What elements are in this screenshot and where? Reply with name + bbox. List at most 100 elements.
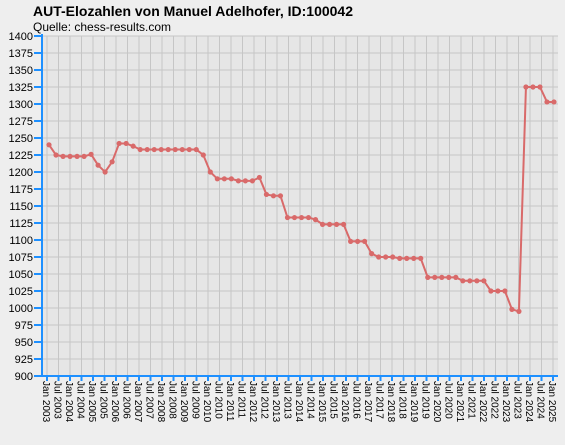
x-tick-label: Jan 2018: [385, 381, 396, 423]
y-tick-label: 1000: [9, 303, 33, 315]
data-point: [137, 146, 143, 153]
x-tick-label: Jan 2016: [339, 381, 350, 423]
data-point: [235, 178, 241, 184]
x-tick-label: Jul 2003: [52, 381, 63, 419]
data-point: [488, 288, 494, 294]
x-tick-label: Jul 2009: [190, 381, 201, 419]
data-point: [53, 152, 59, 158]
data-point: [390, 254, 396, 260]
data-point: [355, 238, 361, 244]
data-point: [404, 255, 410, 261]
y-tick-label: 1025: [9, 286, 33, 298]
data-point: [460, 278, 466, 284]
data-point: [411, 255, 417, 261]
x-tick-label: Jan 2006: [109, 381, 120, 423]
x-tick-label: Jul 2023: [512, 381, 523, 419]
x-tick-label: Jul 2014: [305, 381, 316, 419]
data-point: [291, 214, 298, 221]
data-point: [88, 151, 94, 157]
data-point: [277, 193, 284, 199]
x-tick-label: Jul 2022: [489, 381, 500, 419]
data-point: [186, 146, 192, 153]
data-point: [172, 146, 178, 153]
data-point: [326, 221, 333, 227]
x-tick-label: Jan 2009: [178, 381, 189, 423]
data-point: [474, 278, 480, 284]
data-point: [340, 221, 347, 227]
x-tick-label: Jan 2020: [431, 381, 442, 423]
data-point: [312, 217, 319, 223]
x-tick-label: Jul 2024: [535, 381, 546, 419]
x-tick-label: Jan 2013: [270, 381, 281, 423]
data-point: [305, 214, 312, 221]
data-point: [263, 191, 270, 198]
data-point: [158, 146, 164, 153]
data-point: [376, 254, 382, 260]
x-tick-label: Jul 2013: [282, 381, 293, 419]
x-tick-label: Jul 2015: [328, 381, 339, 419]
data-point: [397, 255, 403, 261]
x-tick-label: Jan 2019: [408, 381, 419, 423]
x-tick-label: Jul 2016: [351, 381, 362, 419]
data-point: [439, 274, 445, 280]
y-tick-label: 1375: [9, 48, 33, 60]
data-point: [81, 153, 87, 159]
data-point: [481, 278, 487, 284]
y-tick-label: 1175: [9, 184, 33, 196]
data-point: [60, 153, 66, 159]
data-point: [347, 238, 354, 244]
x-tick-label: Jul 2020: [443, 381, 454, 419]
data-point: [446, 274, 452, 280]
x-tick-label: Jan 2007: [132, 381, 143, 423]
data-point: [284, 214, 291, 221]
y-tick-label: 900: [15, 371, 33, 383]
data-point: [109, 159, 115, 165]
data-point: [256, 174, 263, 181]
x-tick-label: Jan 2021: [454, 381, 465, 423]
x-tick-label: Jul 2012: [259, 381, 270, 419]
data-point: [165, 146, 171, 153]
x-tick-label: Jan 2003: [40, 381, 51, 423]
y-tick-label: 1250: [9, 133, 33, 145]
y-tick-label: 1125: [9, 218, 33, 230]
data-point: [242, 178, 248, 184]
data-point: [179, 146, 185, 153]
x-tick-label: Jul 2017: [374, 381, 385, 419]
x-tick-label: Jan 2022: [477, 381, 488, 423]
data-point: [67, 153, 73, 159]
chart-subtitle: Quelle: chess-results.com: [33, 20, 171, 34]
data-point: [151, 146, 157, 153]
data-point: [130, 143, 136, 149]
data-point: [46, 142, 52, 148]
x-tick-label: Jan 2015: [316, 381, 327, 423]
y-tick-label: 1300: [9, 99, 33, 111]
data-point: [362, 238, 368, 244]
y-tick-label: 1325: [9, 82, 33, 94]
y-tick-label: 1100: [9, 235, 33, 247]
x-tick-label: Jan 2010: [201, 381, 212, 423]
data-point: [228, 176, 234, 182]
x-tick-label: Jul 2021: [466, 381, 477, 419]
data-point: [214, 176, 220, 182]
data-point: [298, 214, 305, 221]
data-point: [123, 140, 129, 147]
data-point: [516, 308, 522, 314]
data-point: [418, 255, 424, 261]
y-tick-label: 950: [15, 337, 33, 349]
data-point: [530, 84, 536, 90]
data-point: [193, 146, 199, 153]
x-tick-label: Jan 2011: [224, 381, 235, 422]
x-tick-label: Jan 2024: [523, 381, 534, 423]
x-tick-label: Jul 2011: [236, 381, 247, 419]
data-point: [453, 274, 459, 280]
x-tick-label: Jan 2012: [247, 381, 258, 423]
data-point: [270, 193, 277, 199]
y-tick-label: 1275: [9, 116, 33, 128]
x-tick-label: Jul 2005: [98, 381, 109, 419]
data-point: [144, 146, 150, 153]
data-point: [523, 84, 529, 90]
data-point: [102, 169, 108, 175]
data-point: [509, 306, 515, 312]
y-tick-label: 1350: [9, 65, 33, 77]
